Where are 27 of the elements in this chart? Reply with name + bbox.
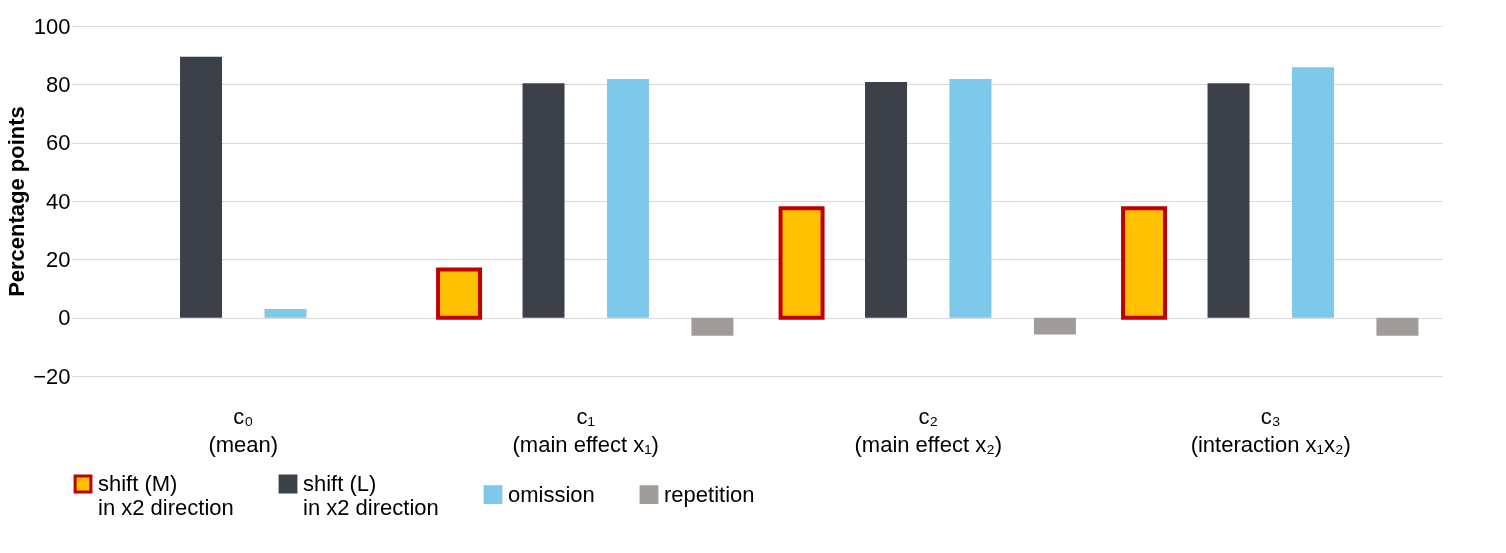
y-axis-title: Percentage points <box>4 106 30 297</box>
x-tick-label: c₂ (main effect x₂) <box>854 403 1003 457</box>
bar <box>1033 317 1076 335</box>
y-tick-label: 40 <box>46 188 71 214</box>
bar <box>606 79 649 318</box>
legend-label: omission <box>508 481 595 507</box>
bar <box>949 79 992 318</box>
y-tick-label: 100 <box>33 13 71 39</box>
bar <box>691 317 734 336</box>
bar <box>264 308 307 318</box>
x-tick-label: c₁ (main effect x₁) <box>512 403 659 457</box>
y-tick-label: 20 <box>46 246 71 272</box>
x-tick-label: c₀ (mean) <box>208 403 279 457</box>
bar <box>522 83 565 318</box>
legend-label: shift (L) in x2 direction <box>303 471 439 520</box>
y-tick-label: 60 <box>46 130 71 156</box>
bar <box>865 82 908 318</box>
bar <box>1207 83 1250 318</box>
x-tick-label: c₃ (interaction x₁x₂) <box>1190 403 1351 457</box>
y-tick-label: 0 <box>58 305 71 331</box>
bar <box>180 56 223 318</box>
bar <box>1291 67 1334 318</box>
y-tick-label: −20 <box>33 363 71 389</box>
legend-label: repetition <box>664 481 755 507</box>
y-tick-label: 80 <box>46 71 71 97</box>
bar <box>1376 317 1419 336</box>
legend-label: shift (M) in x2 direction <box>98 471 234 520</box>
